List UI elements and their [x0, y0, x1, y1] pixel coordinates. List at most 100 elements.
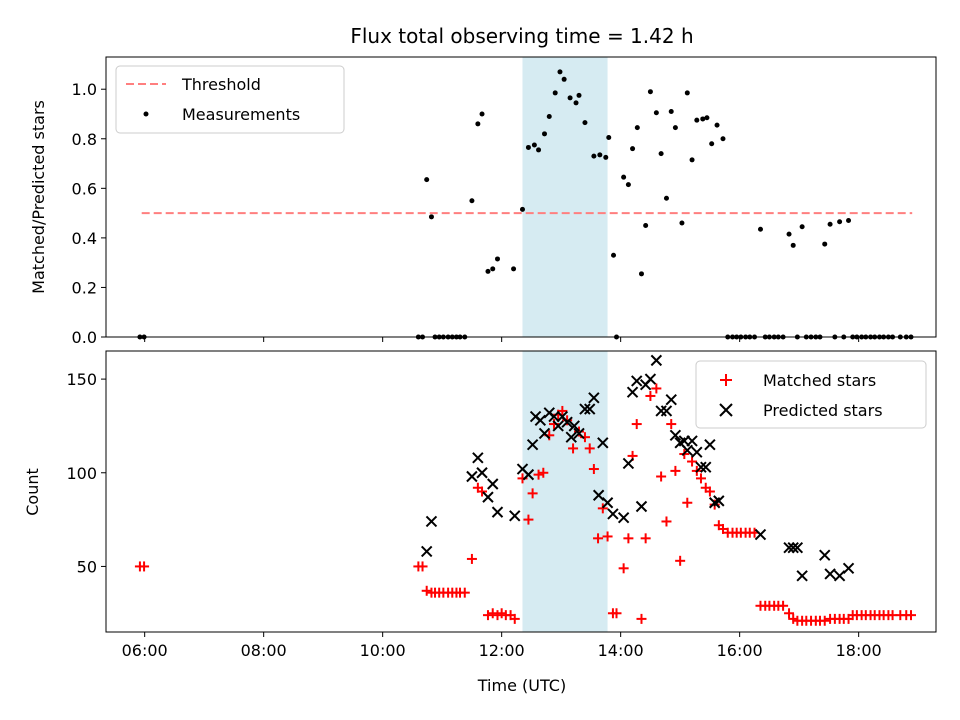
matched-star-point: [906, 610, 917, 621]
predicted-star-point: [819, 549, 831, 561]
measurement-point: [704, 115, 710, 121]
predicted-star-point: [526, 438, 539, 451]
measurement-point: [490, 266, 496, 272]
matched-star-point: [819, 615, 830, 626]
top-panel: 0.0 0.2 0.4 0.6 0.8 1.0 Matched/Predicted sta…: [29, 56, 937, 347]
matched-star-point: [557, 405, 568, 416]
measurement-point: [799, 224, 805, 230]
y-tick-label: 100: [66, 464, 97, 483]
measurement-point: [519, 206, 525, 212]
y-tick-label: 0.2: [72, 278, 97, 297]
legend-matched-label: Matched stars: [763, 371, 876, 390]
measurement-point: [475, 121, 481, 127]
predicted-star-point: [754, 528, 767, 541]
measurement-point: [621, 174, 627, 180]
measurement-point: [494, 256, 500, 262]
predicted-star-point: [597, 437, 609, 449]
measurement-point: [542, 131, 548, 137]
predicted-star-point: [472, 452, 484, 464]
predicted-star-point: [573, 427, 585, 440]
predicted-star-point: [538, 427, 551, 440]
predicted-star-point: [565, 431, 577, 443]
top-axes-frame: [105, 56, 937, 338]
matched-star-point: [656, 471, 667, 482]
predicted-star-point: [691, 446, 703, 458]
matched-star-point: [509, 613, 520, 624]
predicted-star-point: [796, 570, 808, 582]
matched-star-point: [636, 613, 647, 624]
measurement-point: [663, 195, 669, 201]
predicted-star-point: [787, 541, 799, 554]
measurement-point: [625, 182, 631, 188]
measurement-point: [611, 252, 617, 258]
measurement-point: [573, 100, 579, 106]
predicted-star-point: [824, 568, 836, 580]
predicted-star-point: [561, 416, 573, 428]
matched-star-point: [645, 390, 656, 401]
predicted-star-point: [476, 467, 488, 479]
matched-star-point: [523, 514, 534, 525]
measurement-point: [658, 151, 664, 157]
matched-star-point: [623, 533, 634, 544]
predicted-star-point: [568, 420, 580, 432]
predicted-star-point: [601, 497, 614, 509]
measurement-point: [672, 125, 678, 131]
matched-star-point: [695, 473, 706, 484]
matched-star-point: [682, 497, 693, 508]
predicted-star-point: [579, 403, 591, 415]
measurement-point: [653, 110, 659, 116]
top-y-ticks: 0.0 0.2 0.4 0.6 0.8 1.0: [72, 80, 106, 347]
matched-star-point: [588, 464, 599, 475]
predicted-star-point: [534, 414, 547, 427]
matched-star-point: [538, 467, 549, 478]
bottom-panel: 50 100 150 06:00 08:00 10:00 12:00 14:00 16:00 1…: [23, 350, 937, 695]
predicted-star-point: [660, 405, 673, 417]
measurements-series: [137, 69, 914, 340]
measurement-point: [837, 219, 843, 225]
predicted-star-point: [592, 489, 605, 501]
measurement-point: [536, 147, 542, 153]
measurement-point: [591, 153, 597, 159]
x-tick-label: 16:00: [717, 641, 763, 660]
x-tick-label: 12:00: [479, 641, 525, 660]
legend-predicted-label: Predicted stars: [763, 401, 883, 420]
matched-star-point: [593, 533, 604, 544]
chart-title: Flux total observing time = 1.42 h: [350, 24, 693, 48]
predicted-star-point: [425, 515, 438, 528]
measurement-point: [757, 226, 763, 232]
y-tick-label: 50: [77, 557, 97, 576]
matched-star-point: [778, 600, 789, 611]
measurement-point: [846, 218, 852, 224]
predicted-star-point: [607, 508, 619, 520]
predicted-star-point: [584, 403, 596, 415]
measurement-point: [552, 90, 558, 96]
measurement-point: [822, 241, 828, 247]
matched-star-point: [459, 587, 470, 598]
legend-threshold-label: Threshold: [181, 75, 261, 94]
matched-star-point: [687, 456, 698, 467]
bottom-y-axis-label: Count: [23, 468, 42, 516]
legend-measurements-swatch: [143, 111, 149, 117]
measurement-point: [827, 221, 833, 227]
matched-star-point: [568, 443, 579, 454]
measurement-point: [485, 268, 491, 274]
predicted-star-point: [588, 392, 600, 404]
measurement-point: [679, 220, 685, 226]
measurement-point: [546, 113, 552, 119]
predicted-star-point: [522, 468, 535, 481]
measurement-point: [647, 89, 653, 95]
matched-star-point: [574, 426, 585, 437]
matched-star-point: [417, 561, 428, 572]
legend-measurements-label: Measurements: [182, 105, 300, 124]
predicted-star-point: [552, 420, 564, 432]
predicted-star-point: [681, 444, 694, 456]
x-tick-label: 06:00: [122, 641, 168, 660]
y-tick-label: 1.0: [72, 80, 97, 99]
predicted-star-point: [548, 410, 560, 423]
predicted-star-point: [466, 470, 478, 483]
measurement-point: [582, 120, 588, 126]
measurement-point: [479, 111, 485, 117]
predicted-star-point: [665, 393, 677, 406]
predicted-star-point: [420, 545, 433, 558]
